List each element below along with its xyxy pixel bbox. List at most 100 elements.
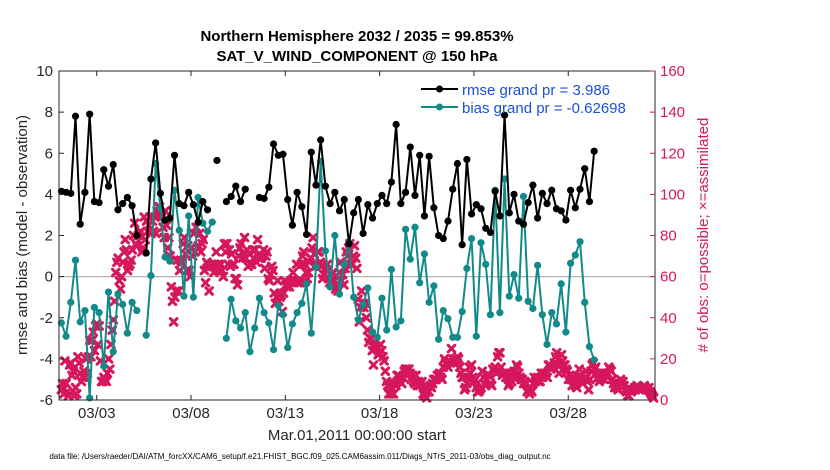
rmse-point [420, 212, 429, 220]
rmse-point [463, 155, 471, 164]
x-tick-label: 03/23 [455, 405, 493, 422]
rmse-point [298, 203, 306, 211]
x-tick-label: 03/18 [361, 405, 399, 422]
bias-point [142, 331, 150, 339]
rmse-point [467, 210, 476, 218]
obs-assimilated-point [379, 356, 389, 366]
chart-subtitle: SAT_V_WIND_COMPONENT @ 150 hPa [216, 48, 498, 65]
bias-point [331, 231, 339, 240]
y-axis-label-right: # of obs: o=possible; ×=assimilated [695, 118, 712, 353]
bias-point [293, 309, 301, 317]
rmse-point [119, 200, 127, 208]
bias-point [576, 238, 584, 246]
rmse-point [284, 195, 292, 204]
rmse-point [359, 229, 367, 238]
bias-point [401, 225, 410, 233]
rmse-point [397, 200, 405, 208]
rmse-point [453, 159, 462, 168]
rmse-point [104, 182, 113, 190]
bias-point [524, 297, 532, 305]
bias-point [298, 299, 306, 307]
rmse-point [147, 175, 155, 183]
rmse-point [373, 200, 381, 208]
obs-assimilated-point [232, 280, 243, 290]
y-tick-label: 2 [45, 228, 53, 245]
rmse-point [128, 202, 136, 210]
bias-point [284, 343, 292, 352]
rmse-point [312, 181, 320, 189]
obs-assimilated-point [74, 358, 84, 368]
bias-point [114, 290, 122, 298]
bias-point [533, 261, 542, 269]
bias-point [76, 318, 84, 326]
obs-assimilated-point [470, 374, 480, 385]
rmse-point [387, 178, 396, 186]
obs-assimilated-point [61, 378, 71, 389]
rmse-point [293, 188, 301, 196]
rmse-point [269, 140, 278, 148]
x-tick-label: 03/08 [172, 405, 210, 422]
rmse-point [86, 110, 94, 118]
bias-point [279, 311, 287, 319]
bias-point [519, 192, 528, 201]
rmse-point [368, 214, 377, 222]
obs-assimilated-point [262, 247, 272, 257]
y-tick-label: 6 [45, 145, 53, 162]
y-axis-left: -6 -4 -2 0 2 4 6 8 10 [36, 63, 64, 409]
rmse-point [496, 212, 504, 220]
rmse-point [109, 160, 117, 169]
bias-point [444, 315, 452, 323]
bias-point [335, 290, 344, 298]
rmse-point [581, 165, 589, 173]
obs-assimilated-point [486, 380, 497, 391]
obs-assimilated-point [308, 232, 318, 243]
bias-point [175, 226, 183, 234]
rmse-point [557, 207, 565, 215]
y-tick-label: 4 [45, 186, 53, 203]
rmse-point [392, 120, 400, 129]
legend: rmse grand pr = 3.986 bias grand pr = -0… [421, 82, 626, 117]
y-tick-label-right: 40 [660, 310, 677, 327]
obs-assimilated-point [606, 366, 616, 377]
bias-point [430, 282, 438, 290]
bias-point [208, 218, 216, 226]
rmse-point [562, 216, 570, 224]
x-axis: 03/03 03/08 03/13 03/18 03/23 03/28 [78, 71, 587, 422]
bias-point [147, 272, 155, 280]
rmse-point [222, 197, 230, 206]
bias-point [505, 292, 513, 300]
bias-point [307, 329, 315, 337]
rmse-point [345, 240, 353, 248]
rmse-point [505, 209, 513, 217]
obs-assimilated-point [252, 234, 263, 245]
obs-assimilated-point [542, 372, 553, 383]
obs-assimilated-point [303, 267, 314, 278]
chart-title: Northern Hemisphere 2032 / 2035 = 99.853… [200, 28, 513, 45]
y-tick-label-right: 100 [660, 186, 685, 203]
rmse-point [279, 150, 287, 158]
obs-assimilated-point [66, 358, 76, 368]
rmse-point [232, 182, 240, 190]
bias-point [255, 294, 263, 302]
legend-rmse-label: rmse grand pr = 3.986 [462, 82, 610, 99]
obs-assimilated-point [453, 354, 464, 364]
bias-point [260, 309, 268, 317]
x-tick-label: 03/13 [267, 405, 305, 422]
bias-point [482, 260, 490, 268]
bias-point [326, 283, 334, 291]
rmse-point [227, 192, 235, 201]
obs-assimilated-point [173, 286, 184, 296]
bias-point [373, 333, 381, 341]
bias-point [269, 346, 278, 354]
rmse-point [317, 136, 325, 144]
obs-assimilated-point [466, 360, 477, 370]
bias-point [340, 260, 348, 268]
bias-point [590, 356, 598, 364]
obs-assimilated-point [93, 339, 103, 350]
x-tick-label: 03/28 [549, 405, 587, 422]
obs-assimilated-point [218, 271, 229, 282]
obs-assimilated-point [288, 267, 298, 278]
rmse-point [449, 185, 457, 193]
bias-point [189, 293, 197, 301]
